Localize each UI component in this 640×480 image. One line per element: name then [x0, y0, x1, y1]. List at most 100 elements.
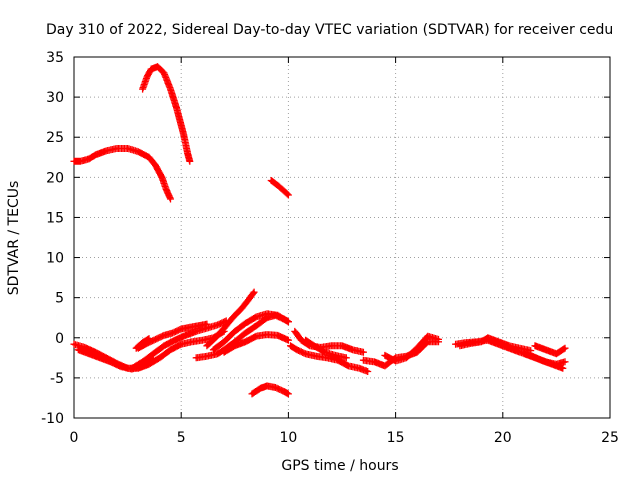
- data-point: [98, 356, 101, 360]
- data-point: [357, 367, 361, 370]
- data-point: [372, 360, 376, 364]
- data-point: [158, 356, 161, 360]
- y-tick-labels: -10 -5 0 5 10 15 20 25 30 35: [41, 50, 64, 427]
- data-point: [523, 352, 526, 356]
- data-point: [72, 160, 76, 163]
- data-point: [563, 360, 567, 364]
- data-point: [205, 344, 209, 347]
- data-point: [126, 147, 129, 150]
- data-point: [362, 351, 365, 354]
- data-point: [205, 355, 209, 358]
- data-point: [362, 359, 365, 362]
- data-point: [265, 384, 269, 388]
- data-point: [201, 338, 204, 342]
- data-point: [169, 87, 172, 91]
- data-point: [366, 370, 369, 373]
- data-point: [426, 340, 429, 343]
- data-point: [137, 150, 140, 153]
- data-point: [259, 387, 262, 390]
- data-point: [171, 331, 174, 335]
- data-point: [347, 364, 350, 368]
- data-point: [104, 149, 108, 153]
- data-point: [304, 338, 307, 342]
- series-arc-2: [139, 63, 194, 165]
- data-point: [250, 392, 254, 396]
- series-arc-18: [381, 332, 442, 365]
- series-arc-4: [248, 382, 292, 398]
- y-tick-label: 30: [46, 90, 64, 106]
- data-point: [330, 344, 333, 347]
- data-point: [454, 342, 457, 346]
- data-point: [340, 344, 344, 347]
- chart-title: Day 310 of 2022, Sidereal Day-to-day VTE…: [46, 22, 613, 38]
- data-point: [415, 347, 419, 350]
- data-point: [162, 344, 166, 347]
- data-point: [79, 160, 82, 163]
- data-point: [87, 157, 91, 161]
- data-point: [154, 338, 157, 341]
- data-point: [508, 344, 511, 347]
- data-point: [72, 342, 76, 346]
- data-point: [222, 326, 226, 330]
- data-point: [394, 359, 397, 363]
- data-point: [164, 188, 168, 191]
- data-point: [149, 67, 153, 71]
- data-point: [244, 331, 247, 335]
- data-point: [274, 386, 277, 389]
- data-point: [175, 107, 179, 111]
- data-point: [287, 338, 290, 342]
- data-point: [287, 193, 290, 197]
- data-point: [287, 320, 290, 323]
- data-point: [300, 338, 303, 342]
- data-point: [109, 360, 112, 364]
- data-point: [295, 348, 299, 352]
- data-point: [77, 348, 80, 352]
- data-point: [469, 342, 472, 345]
- plot-frame: [73, 56, 611, 419]
- data-point: [533, 344, 537, 347]
- data-point: [334, 354, 337, 357]
- data-point: [180, 342, 183, 346]
- y-axis-label: SDTVAR / TECUs: [6, 181, 22, 296]
- y-tick-label: -5: [50, 371, 64, 387]
- data-point: [145, 75, 149, 79]
- data-point: [315, 355, 318, 358]
- data-point: [87, 352, 91, 356]
- data-point: [486, 336, 489, 339]
- data-point: [426, 334, 429, 338]
- data-point: [304, 352, 307, 356]
- data-point: [186, 152, 189, 155]
- x-tick-labels: 0 5 10 15 20 25: [70, 430, 619, 446]
- data-point: [195, 330, 198, 333]
- data-point: [147, 156, 151, 159]
- y-tick-label: 5: [55, 291, 64, 307]
- data-point: [255, 315, 258, 319]
- data-point: [154, 164, 157, 167]
- data-point: [336, 359, 339, 362]
- data-point: [276, 334, 279, 337]
- data-point: [233, 330, 236, 333]
- data-point: [205, 322, 209, 326]
- y-tick-label: 35: [46, 50, 64, 66]
- series-arc-12: [209, 310, 292, 354]
- data-point: [134, 347, 138, 350]
- series-arc-20: [456, 334, 535, 355]
- data-point: [265, 333, 269, 336]
- data-point: [147, 337, 151, 340]
- data-point: [555, 363, 558, 366]
- data-point: [195, 356, 198, 360]
- data-point: [119, 365, 123, 368]
- data-point: [276, 314, 279, 317]
- series-arc-11: [203, 288, 258, 350]
- data-point: [94, 153, 97, 157]
- data-point: [180, 327, 183, 331]
- series-arc-16: [302, 336, 350, 362]
- data-point: [312, 344, 316, 347]
- data-point: [169, 348, 172, 352]
- data-point: [529, 349, 532, 352]
- data-point: [115, 147, 119, 150]
- y-tick-label: 15: [46, 210, 64, 226]
- data-point: [244, 340, 247, 343]
- data-point: [169, 197, 172, 201]
